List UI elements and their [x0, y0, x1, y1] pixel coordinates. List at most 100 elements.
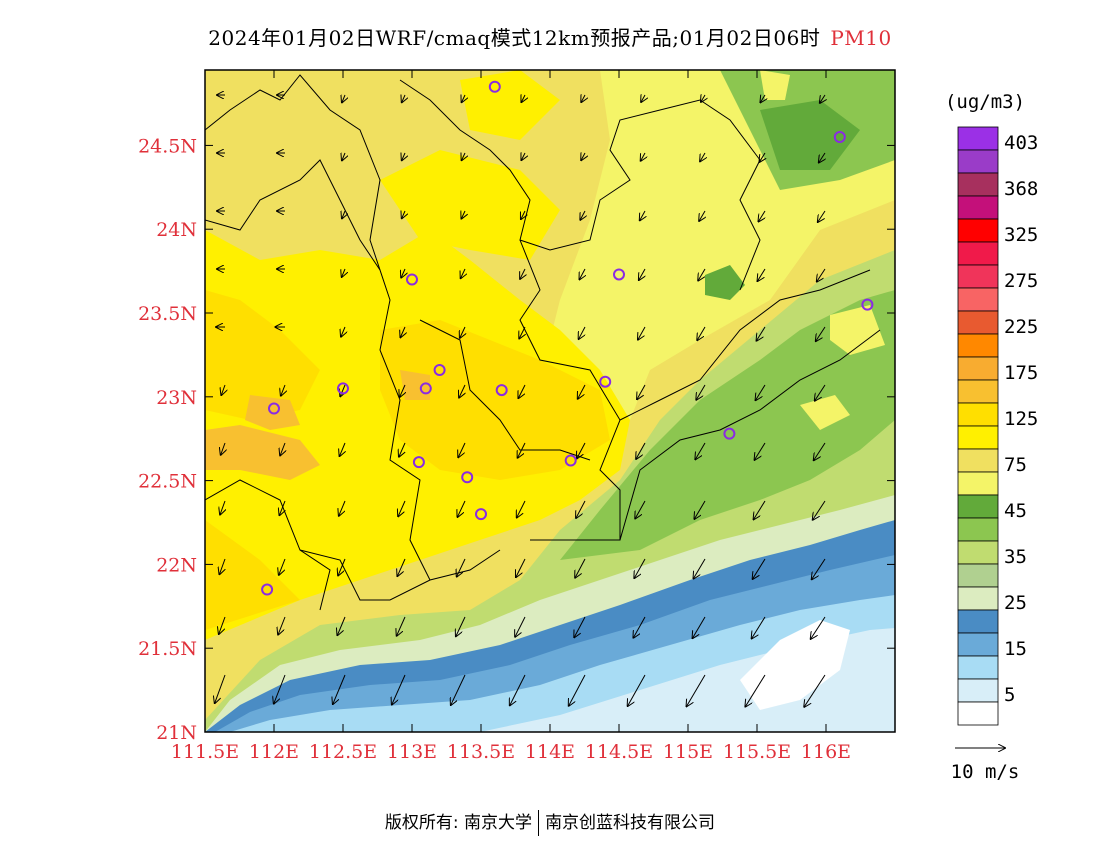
wind-arrow [753, 558, 766, 579]
wind-arrow [510, 674, 526, 705]
station-marker [433, 363, 446, 376]
lat-tick-label: 23N [156, 387, 197, 409]
station-marker [833, 131, 846, 144]
wind-arrow [333, 674, 346, 704]
station-marker [268, 402, 280, 415]
station-marker [564, 454, 577, 467]
wind-arrow [759, 152, 765, 162]
wind-arrow [461, 211, 465, 219]
wind-arrow [398, 500, 406, 516]
wind-arrow [804, 674, 826, 707]
wind-scale-label: 10 m/s [951, 761, 1020, 783]
lat-tick-label: 23.5N [138, 303, 197, 325]
wind-arrow [756, 384, 766, 400]
lon-tick-label: 112.5E [309, 741, 377, 763]
color-legend: 403 368 325 275 225 175 125 75 45 35 25 15 5 [957, 126, 1038, 726]
wind-arrow [401, 268, 405, 278]
wind-arrow [519, 326, 525, 338]
station-marker [613, 268, 625, 281]
wind-arrow [699, 210, 705, 221]
wind-arrow [758, 210, 765, 221]
station-marker [261, 583, 274, 596]
wind-arrow [694, 500, 706, 519]
wind-arrow [575, 558, 586, 578]
station-marker [723, 427, 736, 440]
wind-arrow [521, 153, 525, 160]
station-marker [412, 456, 425, 469]
wind-arrow [581, 95, 585, 102]
wind-arrow [518, 442, 526, 458]
legend-label: 35 [1004, 546, 1027, 568]
legend-swatch [957, 701, 999, 726]
legend-swatch [957, 172, 999, 197]
legend-swatch [957, 655, 999, 680]
legend-label: 225 [1004, 316, 1038, 338]
wind-arrow [639, 268, 645, 280]
legend-swatch [957, 149, 999, 174]
legend-label: 403 [1004, 132, 1038, 154]
wind-arrow [520, 268, 525, 279]
wind-arrow [517, 500, 526, 517]
wind-arrow [814, 442, 826, 460]
wind-arrow [459, 384, 465, 398]
wind-arrow [817, 268, 826, 282]
wind-arrow [687, 674, 706, 706]
wind-arrow [458, 442, 466, 457]
lat-tick-label: 24N [156, 219, 197, 241]
legend-swatch [957, 678, 999, 703]
wind-arrow [579, 326, 586, 339]
wind-arrow [342, 153, 345, 160]
wind-arrow [397, 558, 406, 576]
station-marker [461, 471, 474, 484]
legend-swatch [957, 241, 999, 266]
lon-tick-label: 113E [387, 741, 437, 763]
legend-swatch [957, 632, 999, 657]
legend-swatch [957, 218, 999, 243]
wind-arrow [518, 384, 526, 398]
station-marker [599, 375, 612, 388]
wind-arrow [516, 558, 526, 577]
wind-arrow [219, 616, 226, 634]
wind-arrow [813, 500, 826, 520]
wind-arrow [635, 500, 646, 518]
wind-arrow [745, 674, 766, 707]
wind-arrow [693, 558, 706, 579]
legend-swatch [957, 540, 999, 565]
footer: 版权所有: 南京大学 南京创蓝科技有限公司 [0, 808, 1100, 836]
wind-arrow [695, 442, 706, 459]
wind-arrow [757, 268, 766, 281]
legend-swatch [957, 126, 999, 151]
legend-label: 275 [1004, 270, 1038, 292]
copyright-text: 版权所有: 南京大学 [384, 813, 533, 833]
legend-swatch [957, 586, 999, 611]
admin-boundaries [205, 74, 881, 611]
wind-arrow [515, 616, 526, 637]
legend-swatch [957, 195, 999, 220]
title-text: 2024年01月02日WRF/cmaq模式12km预报产品;01月02日06时 [208, 26, 821, 50]
legend-swatch [957, 310, 999, 335]
legend-swatch [957, 494, 999, 519]
footer-divider [538, 810, 540, 836]
lat-tick-labels: 21N 21.5N 22N 22.5N 23N 23.5N 24N 24.5N [138, 135, 197, 744]
wind-arrow [579, 268, 585, 279]
wind-arrow [462, 153, 465, 160]
wind-arrow [338, 558, 346, 575]
wind-arrow [220, 500, 225, 514]
wind-arrow [640, 210, 645, 220]
wind-arrow [279, 500, 285, 515]
wind-arrow [641, 153, 645, 161]
lat-tick-label: 22N [156, 554, 197, 576]
wind-arrow [402, 153, 405, 160]
station-markers [261, 80, 874, 596]
lon-tick-label: 116E [801, 741, 851, 763]
legend-label: 325 [1004, 224, 1038, 246]
wind-arrow [399, 442, 406, 457]
map-title: 2024年01月02日WRF/cmaq模式12km预报产品;01月02日06时 P… [0, 22, 1100, 51]
wind-arrow [392, 674, 406, 705]
wind-arrow [816, 326, 826, 341]
wind-arrow [219, 558, 225, 574]
legend-swatch [957, 287, 999, 312]
lon-tick-label: 115E [663, 741, 713, 763]
wind-arrow [697, 326, 706, 340]
station-marker [406, 273, 418, 286]
